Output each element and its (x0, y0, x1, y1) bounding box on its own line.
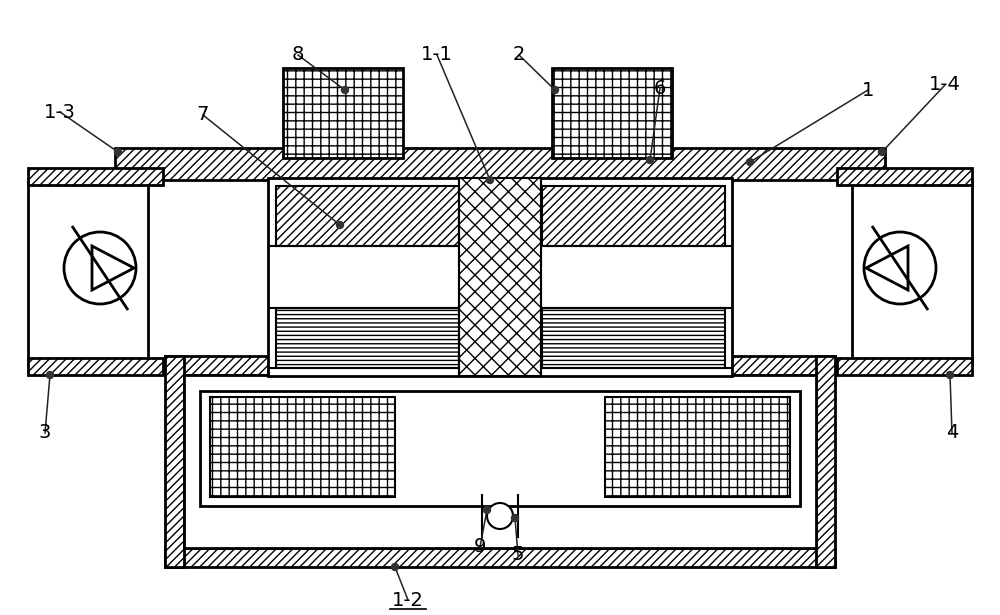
Text: 4: 4 (946, 424, 958, 443)
Circle shape (879, 148, 886, 156)
Text: 7: 7 (197, 106, 209, 124)
Text: 6: 6 (654, 79, 666, 98)
Circle shape (487, 503, 513, 529)
Text: 3: 3 (39, 424, 51, 443)
Bar (816, 356, 835, 567)
Circle shape (46, 371, 54, 378)
Bar (283, 68, 403, 158)
Bar (542, 308, 725, 368)
Text: 1: 1 (862, 81, 874, 100)
Bar (28, 180, 148, 365)
Circle shape (336, 221, 344, 229)
Circle shape (512, 515, 518, 522)
Text: 2: 2 (513, 46, 525, 65)
Bar (165, 548, 835, 567)
Circle shape (746, 159, 754, 165)
Bar (210, 397, 395, 497)
Text: 9: 9 (474, 538, 486, 557)
Bar (552, 68, 672, 158)
Bar (165, 356, 835, 375)
Bar (459, 178, 541, 376)
Text: 8: 8 (292, 46, 304, 65)
Bar (115, 148, 885, 180)
Circle shape (392, 563, 398, 571)
Circle shape (64, 232, 136, 304)
Circle shape (114, 148, 122, 156)
Bar (837, 358, 972, 375)
Circle shape (552, 87, 558, 93)
Bar (852, 180, 972, 365)
Circle shape (946, 371, 954, 378)
Bar (268, 178, 732, 376)
Text: 1-4: 1-4 (929, 76, 961, 95)
Bar (276, 186, 459, 246)
Bar (28, 168, 163, 185)
Bar (837, 168, 972, 185)
Circle shape (864, 232, 936, 304)
Text: 1-3: 1-3 (44, 103, 76, 122)
Bar (184, 375, 816, 548)
Bar (165, 356, 184, 567)
Text: 1-2: 1-2 (392, 590, 424, 609)
Bar (542, 186, 725, 246)
Bar (200, 391, 800, 506)
Bar (28, 358, 163, 375)
Text: 5: 5 (512, 546, 524, 565)
Bar (605, 397, 790, 497)
Circle shape (342, 87, 349, 93)
Text: 1-1: 1-1 (421, 46, 453, 65)
Circle shape (486, 177, 494, 183)
Circle shape (484, 507, 490, 514)
Circle shape (646, 156, 654, 164)
Bar (276, 308, 459, 368)
